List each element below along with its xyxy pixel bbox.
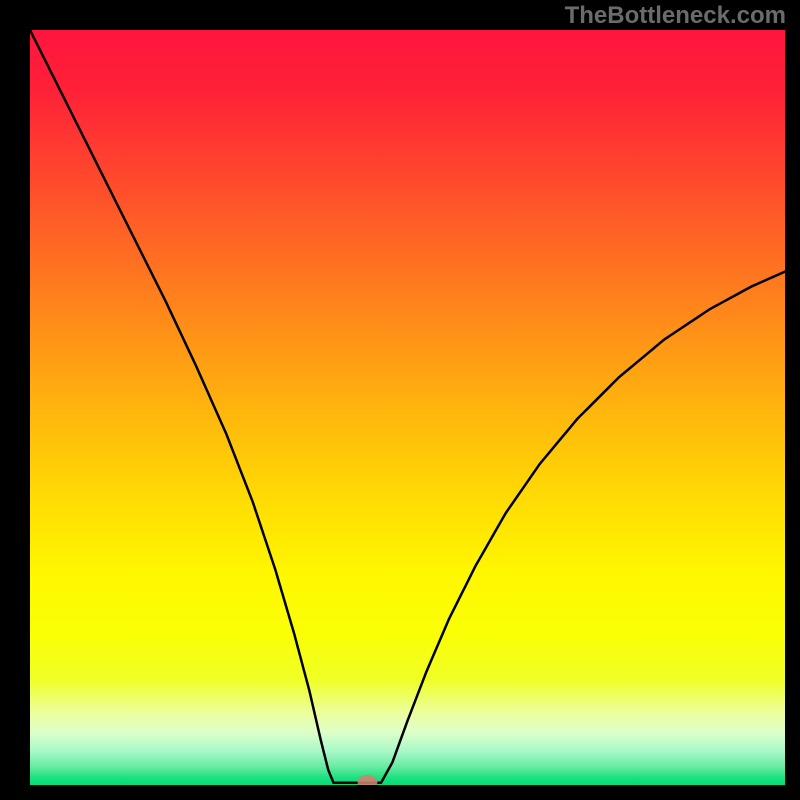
plot-svg [30, 30, 785, 785]
plot-area [30, 30, 785, 785]
watermark-text: TheBottleneck.com [565, 2, 786, 30]
chart-container: TheBottleneck.com [0, 0, 800, 800]
gradient-background [30, 30, 785, 785]
